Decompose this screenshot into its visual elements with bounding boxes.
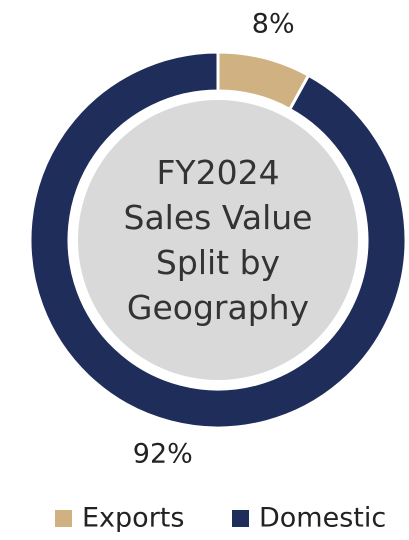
data-label: 92% — [133, 439, 193, 470]
chart-title: FY2024 Sales Value Split by Geography — [123, 153, 313, 327]
legend-swatch — [55, 510, 72, 527]
legend-label: Exports — [82, 503, 184, 534]
donut-segment — [28, 50, 408, 430]
legend-swatch — [232, 510, 249, 527]
center-disc — [78, 100, 358, 380]
legend-label: Domestic — [259, 503, 386, 534]
data-label: 8% — [252, 8, 295, 39]
